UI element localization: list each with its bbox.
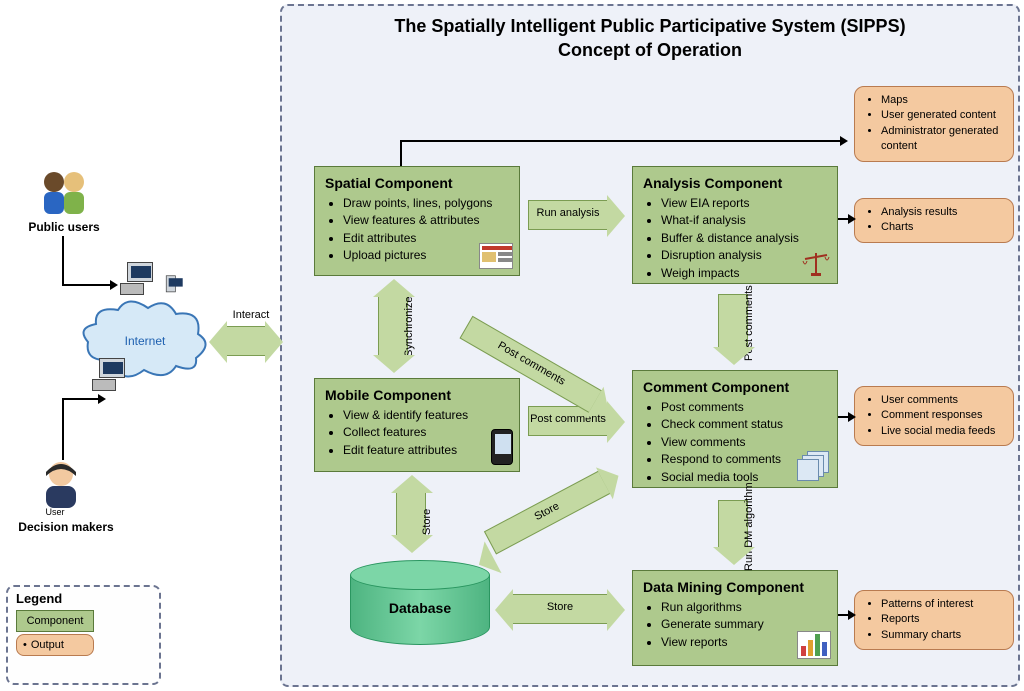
- list-item: Collect features: [343, 424, 509, 441]
- bar-chart-icon: [797, 631, 831, 659]
- phone-icon-small: [161, 275, 189, 300]
- edge-store-mobile: Store: [396, 492, 426, 536]
- output-dm: Patterns of interest Reports Summary cha…: [854, 590, 1014, 650]
- computer-icon: [120, 262, 160, 298]
- decision-makers-label: Decision makers: [6, 520, 126, 534]
- output-comments: User comments Comment responses Live soc…: [854, 386, 1014, 446]
- data-mining-component-title: Data Mining Component: [643, 579, 827, 595]
- public-users-label: Public users: [14, 220, 114, 234]
- list-item: View & identify features: [343, 407, 509, 424]
- edge-spatial-to-maps: [400, 140, 402, 166]
- data-mining-component: Data Mining Component Run algorithms Gen…: [632, 570, 838, 666]
- arrow-label: Post comments: [743, 261, 755, 361]
- database-label: Database: [350, 600, 490, 616]
- panels-icon: [797, 451, 831, 481]
- analysis-component: Analysis Component View EIA reports What…: [632, 166, 838, 284]
- list-item: View EIA reports: [661, 195, 827, 212]
- edge-synchronize: Synchronize: [378, 296, 408, 356]
- list-item: Run algorithms: [661, 599, 827, 616]
- list-item: Analysis results: [881, 205, 1003, 220]
- analysis-component-title: Analysis Component: [643, 175, 827, 191]
- public-users-icon: [36, 170, 92, 216]
- computer-icon: [92, 358, 132, 394]
- list-item: Administrator generated content: [881, 124, 1003, 155]
- comment-component-title: Comment Component: [643, 379, 827, 395]
- edge-comment-to-output: [838, 416, 848, 418]
- mobile-component-title: Mobile Component: [325, 387, 509, 403]
- edge-public-to-internet: [62, 236, 64, 284]
- comment-component: Comment Component Post comments Check co…: [632, 370, 838, 488]
- spatial-component-title: Spatial Component: [325, 175, 509, 191]
- list-item: Draw points, lines, polygons: [343, 195, 509, 212]
- output-analysis: Analysis results Charts: [854, 198, 1014, 243]
- list-item: User generated content: [881, 108, 1003, 123]
- list-item: View comments: [661, 434, 827, 451]
- list-item: Post comments: [661, 399, 827, 416]
- arrow-label: Store: [421, 455, 433, 535]
- edge-dm-to-output: [838, 614, 848, 616]
- list-item: Patterns of interest: [881, 597, 1003, 612]
- list-item: View features & attributes: [343, 212, 509, 229]
- cloud-label: Internet: [80, 334, 210, 348]
- phone-icon: [491, 429, 513, 465]
- list-item: What-if analysis: [661, 212, 827, 229]
- list-item: Live social media feeds: [881, 424, 1003, 439]
- edge-interact: Interact: [226, 326, 266, 356]
- arrow-label: Run analysis: [529, 207, 607, 219]
- edge-public-to-internet: [62, 284, 110, 286]
- user-hint-label: User: [40, 507, 70, 517]
- output-maps: Maps User generated content Administrato…: [854, 86, 1014, 162]
- page-title: The Spatially Intelligent Public Partici…: [370, 14, 930, 63]
- list-item: Comment responses: [881, 408, 1003, 423]
- arrow-label: Run DM algorithm: [743, 451, 755, 571]
- picture-icon: [479, 243, 513, 269]
- edge-decision-to-internet: [62, 398, 98, 400]
- list-item: Check comment status: [661, 416, 827, 433]
- legend-component-swatch: Component: [16, 610, 94, 632]
- edge-store-dm: Store: [512, 594, 608, 624]
- arrow-label: Store: [513, 601, 607, 613]
- list-item: Charts: [881, 220, 1003, 235]
- list-item: User comments: [881, 393, 1003, 408]
- arrow-label: Synchronize: [403, 277, 415, 357]
- legend-title: Legend: [16, 591, 151, 606]
- list-item: Summary charts: [881, 628, 1003, 643]
- spatial-component: Spatial Component Draw points, lines, po…: [314, 166, 520, 276]
- list-item: Maps: [881, 93, 1003, 108]
- list-item: Buffer & distance analysis: [661, 230, 827, 247]
- edge-decision-to-internet: [62, 398, 64, 460]
- edge-run-dm: Run DM algorithm: [718, 500, 748, 548]
- list-item: Reports: [881, 612, 1003, 627]
- edge-spatial-to-maps: [400, 140, 840, 142]
- edge-analysis-to-output: [838, 218, 848, 220]
- edge-analysis-post-comments: Post comments: [718, 294, 748, 348]
- scale-icon: [801, 253, 831, 277]
- arrow-interact-label: Interact: [221, 309, 281, 321]
- mobile-component: Mobile Component View & identify feature…: [314, 378, 520, 472]
- legend-output-swatch: Output: [16, 634, 94, 656]
- database: Database: [350, 560, 490, 660]
- legend-panel: Legend Component Output: [6, 585, 161, 685]
- edge-run-analysis: Run analysis: [528, 200, 608, 230]
